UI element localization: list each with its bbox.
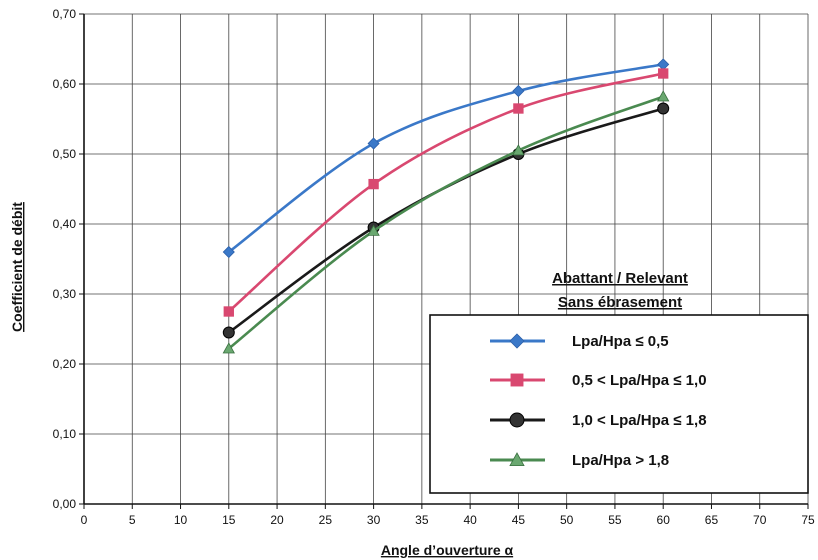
data-point [367, 224, 380, 236]
x-tick-label: 65 [705, 513, 719, 527]
y-tick-label: 0,70 [53, 7, 77, 21]
x-tick-label: 15 [222, 513, 236, 527]
legend-items: Lpa/Hpa ≤ 0,5 0,5 < Lpa/Hpa ≤ 1,0 1,0 < Lp… [490, 333, 707, 469]
x-tick-label: 75 [801, 513, 815, 527]
x-tick-label: 30 [367, 513, 381, 527]
x-tick-label: 20 [270, 513, 284, 527]
series-gt-1-8 [222, 90, 670, 354]
x-tick-label: 0 [81, 513, 88, 527]
x-tick-label: 35 [415, 513, 429, 527]
legend-marker [509, 412, 525, 428]
x-tick-label: 55 [608, 513, 622, 527]
y-tick-label: 0,60 [53, 77, 77, 91]
legend-label: 1,0 < Lpa/Hpa ≤ 1,8 [572, 412, 707, 429]
legend-item: Lpa/Hpa > 1,8 [490, 452, 669, 469]
y-axis-title: Coefficient de débit [9, 202, 25, 332]
data-point [222, 342, 235, 354]
x-tick-label: 40 [463, 513, 477, 527]
data-point [657, 90, 670, 102]
data-point [658, 68, 669, 79]
data-point [512, 84, 525, 98]
legend-marker [509, 333, 525, 349]
series-line [228, 63, 664, 254]
y-tick-label: 0,20 [53, 357, 77, 371]
data-point [222, 326, 235, 339]
x-axis-title: Angle d’ouverture α [381, 542, 514, 558]
legend-box [429, 314, 809, 494]
data-point [512, 144, 525, 156]
y-tick-label: 0,40 [53, 217, 77, 231]
data-point [222, 245, 235, 259]
legend-marker [510, 373, 524, 387]
data-point [657, 58, 670, 71]
legend-item: 1,0 < Lpa/Hpa ≤ 1,8 [490, 412, 707, 429]
legend-item: 0,5 < Lpa/Hpa ≤ 1,0 [490, 372, 707, 389]
legend-label: Lpa/Hpa > 1,8 [572, 452, 669, 469]
y-tick-label: 0,30 [53, 287, 77, 301]
y-tick-label: 0,00 [53, 497, 77, 511]
x-tick-label: 60 [657, 513, 671, 527]
x-tick-label: 50 [560, 513, 574, 527]
x-tick-label: 45 [512, 513, 526, 527]
legend-marker [509, 452, 525, 467]
y-tick-labels: 0,00 0,10 0,20 0,30 0,40 0,50 0,60 0,70 [53, 7, 77, 511]
axes [79, 13, 809, 509]
x-tick-label: 5 [129, 513, 136, 527]
legend: Abattant / Relevant Sans ébrasement Lpa/… [429, 270, 809, 494]
x-tick-label: 25 [319, 513, 333, 527]
series-line [227, 95, 664, 350]
series-line [227, 72, 664, 313]
x-tick-labels: 0 5 10 15 20 25 30 35 40 45 50 55 60 65 70 75 [81, 513, 815, 527]
series-0-5-to-1-0 [223, 68, 669, 317]
data-point [368, 178, 379, 190]
data-point [513, 103, 524, 114]
legend-item: Lpa/Hpa ≤ 0,5 [490, 333, 669, 350]
data-point [223, 306, 234, 317]
y-tick-label: 0,50 [53, 147, 77, 161]
legend-label: 0,5 < Lpa/Hpa ≤ 1,0 [572, 372, 707, 389]
y-tick-label: 0,10 [53, 427, 77, 441]
data-point [657, 102, 670, 115]
x-tick-label: 10 [174, 513, 188, 527]
legend-title-line1: Abattant / Relevant [552, 270, 688, 287]
series-lines [222, 58, 670, 354]
x-tick-label: 70 [753, 513, 767, 527]
data-point [367, 137, 380, 150]
legend-title-line2: Sans ébrasement [558, 294, 682, 311]
series-lpa-le-0-5 [222, 58, 670, 259]
legend-label: Lpa/Hpa ≤ 0,5 [572, 333, 669, 350]
